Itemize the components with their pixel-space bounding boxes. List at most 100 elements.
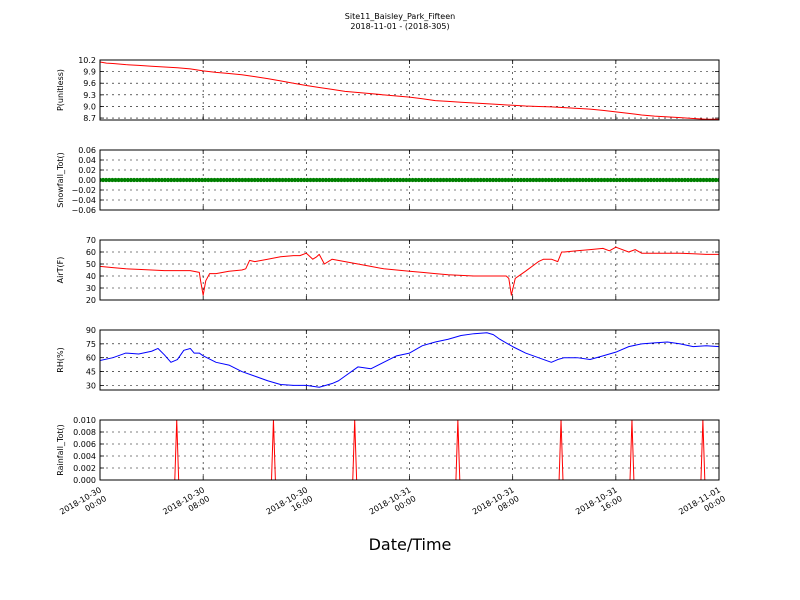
scatter-point bbox=[432, 177, 437, 183]
scatter-point bbox=[224, 177, 229, 183]
scatter-point bbox=[323, 177, 329, 183]
scatter-point bbox=[692, 177, 697, 183]
scatter-point bbox=[230, 177, 236, 183]
scatter-point bbox=[661, 177, 666, 183]
scatter-point bbox=[583, 177, 589, 183]
scatter-point bbox=[351, 177, 356, 183]
scatter-point bbox=[605, 177, 610, 183]
scatter-point bbox=[203, 177, 208, 183]
scatter-point bbox=[292, 177, 298, 183]
scatter-point bbox=[698, 177, 703, 183]
scatter-point bbox=[107, 177, 112, 183]
scatter-point bbox=[395, 177, 400, 183]
scatter-point bbox=[546, 177, 551, 183]
scatter-point bbox=[689, 177, 694, 183]
scatter-point bbox=[243, 177, 248, 183]
scatter-point bbox=[521, 177, 527, 183]
y-tick-label: 0.008 bbox=[73, 428, 96, 437]
y-axis-label: P(unitless) bbox=[56, 69, 65, 111]
scatter-point bbox=[196, 177, 202, 183]
scatter-point bbox=[506, 177, 511, 183]
scatter-point bbox=[162, 177, 168, 183]
scatter-point bbox=[305, 177, 310, 183]
scatter-point bbox=[342, 177, 347, 183]
scatter-point bbox=[716, 177, 719, 183]
scatter-point bbox=[549, 177, 554, 183]
scatter-point bbox=[534, 177, 539, 183]
y-tick-label: 9.9 bbox=[83, 68, 96, 77]
scatter-point bbox=[682, 177, 688, 183]
y-tick-label: 50 bbox=[86, 260, 96, 269]
scatter-point bbox=[339, 177, 344, 183]
scatter-point bbox=[246, 177, 251, 183]
scatter-point bbox=[289, 177, 294, 183]
scatter-point bbox=[311, 177, 316, 183]
scatter-point bbox=[125, 177, 130, 183]
scatter-point bbox=[227, 177, 233, 183]
y-tick-label: 70 bbox=[86, 236, 96, 245]
scatter-point bbox=[299, 177, 304, 183]
scatter-point bbox=[113, 177, 118, 183]
scatter-point bbox=[391, 177, 397, 183]
y-axis-label: Snowfall_Tot() bbox=[56, 152, 65, 208]
scatter-point bbox=[543, 177, 548, 183]
scatter-point bbox=[469, 177, 474, 183]
scatter-point bbox=[261, 177, 267, 183]
scatter-point bbox=[175, 177, 180, 183]
panel-2: −0.06−0.04−0.020.000.020.040.06 Snowfall_… bbox=[56, 146, 720, 215]
scatter-point bbox=[147, 177, 152, 183]
scatter-point bbox=[326, 177, 332, 183]
scatter-point bbox=[271, 177, 276, 183]
y-tick-label: 10.2 bbox=[78, 56, 96, 65]
scatter-point bbox=[497, 177, 502, 183]
series-line-3 bbox=[100, 246, 719, 296]
scatter-point bbox=[104, 177, 109, 183]
y-tick-label: 60 bbox=[86, 248, 96, 257]
scatter-point bbox=[200, 177, 205, 183]
scatter-point bbox=[673, 177, 678, 183]
y-tick-label: 40 bbox=[86, 272, 96, 281]
scatter-point bbox=[580, 177, 585, 183]
scatter-point bbox=[590, 177, 595, 183]
scatter-point bbox=[308, 177, 313, 183]
scatter-point bbox=[596, 177, 601, 183]
scatter-point bbox=[565, 177, 570, 183]
scatter-point bbox=[382, 177, 387, 183]
scatter-point bbox=[184, 177, 189, 183]
scatter-point bbox=[206, 177, 211, 183]
figure-title: Site11_Baisley_Park_Fifteen bbox=[345, 12, 455, 21]
axes-frame bbox=[99, 149, 720, 211]
y-tick-label: 8.7 bbox=[83, 114, 96, 123]
scatter-point bbox=[190, 177, 195, 183]
y-tick-label: 75 bbox=[86, 340, 96, 349]
scatter-point bbox=[187, 177, 192, 183]
scatter-point bbox=[252, 177, 257, 183]
scatter-point bbox=[515, 177, 520, 183]
axes-frame bbox=[99, 419, 720, 481]
scatter-point bbox=[333, 177, 338, 183]
scatter-point bbox=[364, 177, 369, 183]
y-tick-label: 20 bbox=[86, 296, 96, 305]
scatter-point bbox=[367, 177, 372, 183]
y-tick-label: 9.6 bbox=[83, 79, 96, 88]
scatter-point bbox=[128, 177, 134, 183]
axes-frame bbox=[99, 239, 720, 301]
scatter-point bbox=[435, 177, 440, 183]
scatter-point bbox=[525, 177, 530, 183]
scatter-point bbox=[453, 177, 459, 183]
scatter-point bbox=[608, 177, 613, 183]
scatter-point bbox=[116, 177, 121, 183]
scatter-point bbox=[707, 177, 712, 183]
scatter-point bbox=[119, 177, 124, 183]
scatter-point bbox=[215, 177, 220, 183]
scatter-point bbox=[110, 177, 115, 183]
y-tick-label: 45 bbox=[86, 368, 96, 377]
scatter-point bbox=[478, 177, 483, 183]
scatter-point bbox=[265, 177, 270, 183]
scatter-point bbox=[360, 177, 366, 183]
scatter-point bbox=[710, 177, 715, 183]
